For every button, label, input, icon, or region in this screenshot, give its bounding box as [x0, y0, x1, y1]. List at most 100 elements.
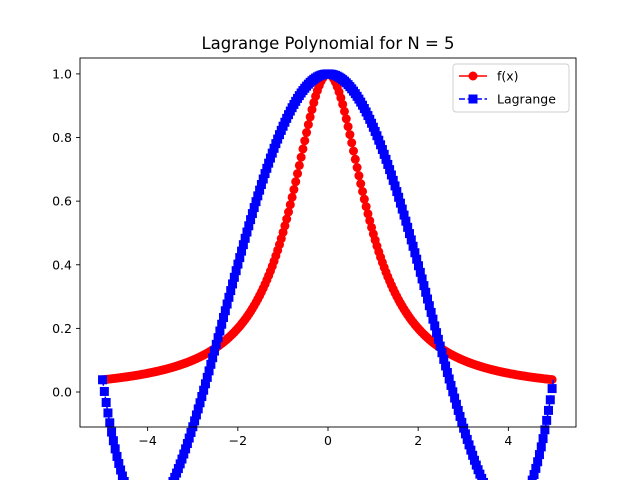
- data-point: [442, 367, 452, 377]
- data-point: [415, 267, 425, 277]
- data-point: [228, 279, 238, 289]
- data-point: [260, 169, 270, 179]
- data-point: [462, 434, 472, 444]
- data-point: [269, 143, 279, 153]
- data-point: [547, 384, 557, 394]
- data-point: [108, 436, 118, 446]
- data-point: [397, 204, 407, 214]
- data-point: [352, 163, 362, 172]
- data-point: [444, 374, 454, 384]
- data-point: [179, 449, 189, 459]
- plot-area: [98, 69, 557, 480]
- series-fx: [98, 69, 557, 385]
- data-point: [226, 286, 236, 296]
- data-point: [457, 417, 467, 427]
- data-point: [356, 179, 366, 189]
- data-point: [110, 444, 120, 454]
- data-point: [197, 392, 207, 402]
- data-point: [175, 459, 185, 469]
- data-point: [98, 375, 108, 385]
- data-point: [229, 272, 239, 282]
- x-tick-label: 4: [504, 433, 512, 448]
- data-point: [181, 444, 191, 454]
- data-point: [423, 294, 433, 304]
- data-point: [219, 312, 229, 322]
- data-point: [412, 254, 422, 264]
- data-point: [258, 174, 268, 184]
- data-point: [101, 398, 111, 407]
- data-point: [204, 366, 214, 376]
- data-point: [361, 202, 371, 212]
- data-point: [247, 209, 257, 219]
- data-point: [339, 106, 349, 116]
- data-point: [231, 266, 241, 276]
- data-point: [217, 319, 227, 329]
- data-point: [233, 259, 243, 269]
- data-point: [206, 359, 216, 369]
- data-point: [460, 429, 470, 439]
- data-point: [383, 159, 393, 169]
- data-point: [211, 339, 221, 349]
- data-point: [404, 229, 414, 239]
- data-point: [186, 427, 196, 437]
- data-point: [222, 299, 232, 309]
- legend-label: f(x): [497, 69, 519, 84]
- data-point: [215, 326, 225, 336]
- data-point: [199, 385, 209, 395]
- data-point: [284, 207, 294, 217]
- data-point: [287, 192, 297, 202]
- data-point: [459, 423, 469, 433]
- data-point: [255, 185, 265, 195]
- data-point: [394, 192, 404, 202]
- data-point: [213, 333, 223, 343]
- data-point: [471, 460, 481, 470]
- data-point: [293, 169, 303, 179]
- data-point: [403, 222, 413, 232]
- data-point: [200, 379, 210, 389]
- data-point: [388, 175, 398, 185]
- data-point: [377, 145, 387, 155]
- data-point: [540, 425, 550, 435]
- data-point: [264, 158, 274, 168]
- data-point: [363, 209, 373, 219]
- data-point: [244, 221, 254, 231]
- data-point: [386, 170, 396, 180]
- data-point: [193, 404, 203, 414]
- data-point: [395, 198, 405, 208]
- data-point: [374, 135, 384, 145]
- data-point: [251, 197, 261, 207]
- data-point: [296, 152, 306, 162]
- data-point: [536, 442, 546, 452]
- data-point: [349, 146, 358, 156]
- data-point: [432, 328, 442, 338]
- data-point: [240, 233, 250, 243]
- data-point: [401, 216, 411, 226]
- data-point: [302, 128, 312, 138]
- legend-item-lagrange: Lagrange: [459, 92, 556, 107]
- data-point: [379, 149, 389, 159]
- data-point: [177, 454, 187, 464]
- data-point: [433, 334, 443, 344]
- data-point: [381, 154, 391, 164]
- data-point: [390, 181, 400, 191]
- x-tick-label: −4: [138, 433, 156, 448]
- data-point: [282, 214, 292, 224]
- data-point: [117, 471, 127, 480]
- data-point: [182, 439, 192, 449]
- x-tick-label: 0: [324, 433, 332, 448]
- data-point: [408, 241, 418, 251]
- data-point: [435, 341, 445, 351]
- data-point: [289, 185, 299, 195]
- data-point: [298, 144, 308, 154]
- data-point: [441, 361, 451, 371]
- data-point: [208, 353, 218, 363]
- data-point: [249, 203, 259, 213]
- y-tick-label: 1.0: [52, 66, 72, 81]
- data-point: [105, 418, 115, 428]
- data-point: [359, 194, 369, 204]
- y-tick-label: 0.4: [52, 257, 72, 272]
- data-point: [262, 163, 272, 173]
- data-point: [235, 253, 245, 263]
- data-point: [354, 171, 364, 181]
- data-point: [305, 112, 315, 122]
